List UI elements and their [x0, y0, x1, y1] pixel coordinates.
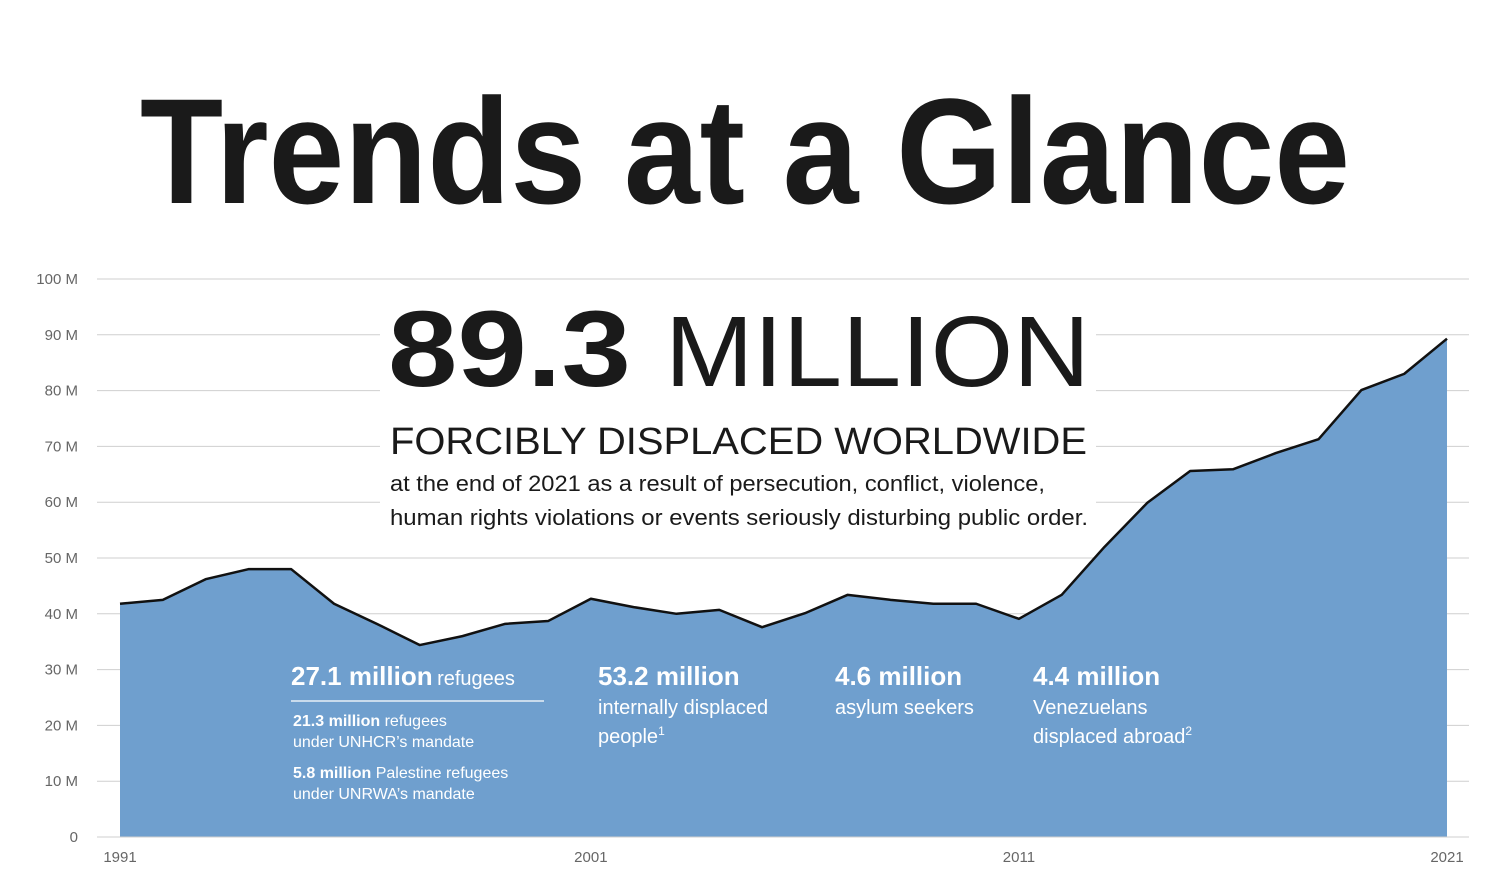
annotation-text: Venezuelans: [1033, 697, 1148, 719]
y-tick-label: 90 M: [45, 327, 78, 344]
annotation-headline: 4.6 million: [835, 661, 962, 691]
annotation-text: asylum seekers: [835, 697, 974, 719]
annotation-line: displaced abroad2: [1033, 724, 1192, 748]
description: human rights violations or events seriou…: [390, 505, 1088, 530]
y-tick-label: 60 M: [45, 494, 78, 511]
headline-number: 89.3: [388, 288, 631, 409]
annotation-text: internally displaced: [598, 697, 768, 719]
annotation-headline: 4.4 million: [1033, 661, 1160, 691]
y-tick-label: 20 M: [45, 717, 78, 734]
annotation-detail-line: under UNRWA’s mandate: [293, 786, 475, 803]
annotation-detail: 5.8 million Palestine refugees: [293, 765, 508, 782]
annotation-headline: 53.2 million: [598, 661, 740, 691]
subtitle: FORCIBLY DISPLACED WORLDWIDE: [390, 421, 1087, 463]
y-tick-label: 100 M: [36, 271, 78, 288]
y-tick-label: 0: [70, 829, 78, 846]
annotation-value: 4.6 million: [835, 661, 962, 691]
x-tick-label: 1991: [103, 849, 136, 866]
annotation-text: people: [598, 726, 658, 748]
annotation-line: asylum seekers: [835, 697, 974, 719]
area: [120, 338, 1447, 837]
detail-value: 5.8 million: [293, 765, 371, 782]
annotation-line: people1: [598, 724, 665, 748]
x-tick-label: 2021: [1430, 849, 1463, 866]
annotation-line: internally displaced: [598, 697, 768, 719]
footnote-mark: 1: [658, 724, 665, 738]
chart-title: Trends at a Glance: [140, 67, 1350, 235]
annotation-value: 4.4 million: [1033, 661, 1160, 691]
y-tick-label: 30 M: [45, 662, 78, 679]
description: at the end of 2021 as a result of persec…: [390, 471, 1045, 496]
headline-unit: MILLION: [665, 296, 1090, 408]
y-tick-label: 10 M: [45, 773, 78, 790]
annotation-value: 53.2 million: [598, 661, 740, 691]
line: [119, 337, 1448, 647]
headline-background: [380, 286, 1096, 544]
annotation-line: Venezuelans: [1033, 697, 1148, 719]
y-tick-label: 80 M: [45, 383, 78, 400]
annotation-detail: 21.3 million refugees: [293, 713, 447, 730]
annotation-label: refugees: [437, 668, 515, 690]
detail-label: Palestine refugees: [376, 765, 509, 782]
detail-value: 21.3 million: [293, 713, 380, 730]
y-tick-label: 40 M: [45, 606, 78, 623]
y-tick-label: 50 M: [45, 550, 78, 567]
detail-label: refugees: [385, 713, 447, 730]
x-tick-label: 2001: [574, 849, 607, 866]
annotation-text: displaced abroad: [1033, 726, 1185, 748]
annotation-headline: 27.1 million refugees: [291, 661, 515, 691]
footnote-mark: 2: [1185, 724, 1192, 738]
annotation-detail-line: under UNHCR’s mandate: [293, 734, 474, 751]
y-tick-label: 70 M: [45, 438, 78, 455]
annotation-value: 27.1 million: [291, 661, 433, 691]
x-tick-label: 2011: [1003, 849, 1035, 866]
